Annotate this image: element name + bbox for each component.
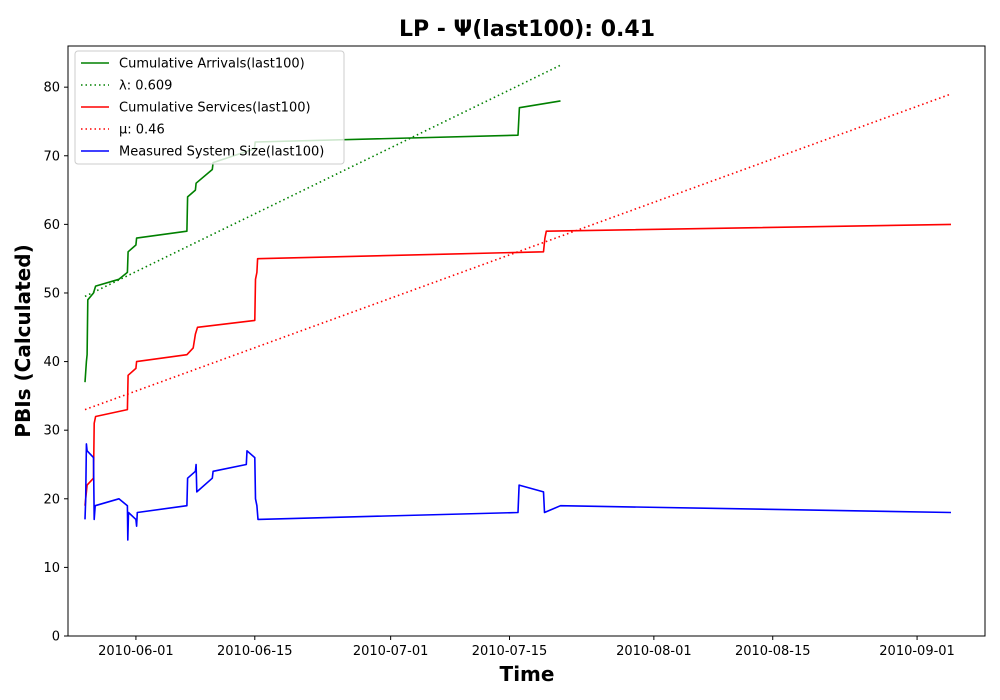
- legend-label-0: Cumulative Arrivals(last100): [119, 57, 305, 72]
- x-tick-label: 2010-09-01: [879, 644, 955, 659]
- y-tick-label: 80: [43, 81, 60, 96]
- x-tick-label: 2010-08-15: [735, 644, 811, 659]
- legend-label-4: Measured System Size(last100): [119, 145, 324, 160]
- series-line-3: [84, 93, 952, 411]
- x-axis-label: Time: [500, 662, 555, 686]
- y-axis: 0 10 20 30 40 50 60 70 80: [43, 81, 68, 645]
- series-line-4: [84, 443, 952, 541]
- x-tick-label: 2010-08-01: [616, 644, 692, 659]
- legend-box: [74, 50, 345, 165]
- x-tick-label: 2010-06-01: [98, 644, 174, 659]
- y-axis-label: PBIs (Calculated): [11, 244, 35, 437]
- legend: Cumulative Arrivals(last100) λ: 0.609 Cumu…: [74, 50, 345, 165]
- y-tick-label: 20: [43, 492, 60, 507]
- legend-label-1: λ: 0.609: [119, 79, 172, 94]
- y-tick-label: 10: [43, 561, 60, 576]
- y-tick-label: 0: [52, 630, 60, 645]
- y-tick-label: 60: [43, 218, 60, 233]
- x-tick-label: 2010-07-01: [353, 644, 429, 659]
- legend-items: Cumulative Arrivals(last100) λ: 0.609 Cumu…: [81, 57, 324, 160]
- y-tick-label: 40: [43, 355, 60, 370]
- series-line-2: [84, 223, 952, 506]
- legend-label-2: Cumulative Services(last100): [119, 101, 311, 116]
- chart-title: LP - Ψ(last100): 0.41: [399, 17, 655, 42]
- y-tick-label: 30: [43, 424, 60, 439]
- legend-label-3: μ: 0.46: [119, 123, 165, 138]
- x-axis: 2010-06-01 2010-06-15 2010-07-01 2010-07-15…: [98, 636, 955, 659]
- plot-frame: [67, 45, 986, 637]
- y-tick-label: 70: [43, 149, 60, 164]
- x-tick-label: 2010-06-15: [217, 644, 293, 659]
- y-tick-label: 50: [43, 286, 60, 301]
- x-tick-label: 2010-07-15: [472, 644, 548, 659]
